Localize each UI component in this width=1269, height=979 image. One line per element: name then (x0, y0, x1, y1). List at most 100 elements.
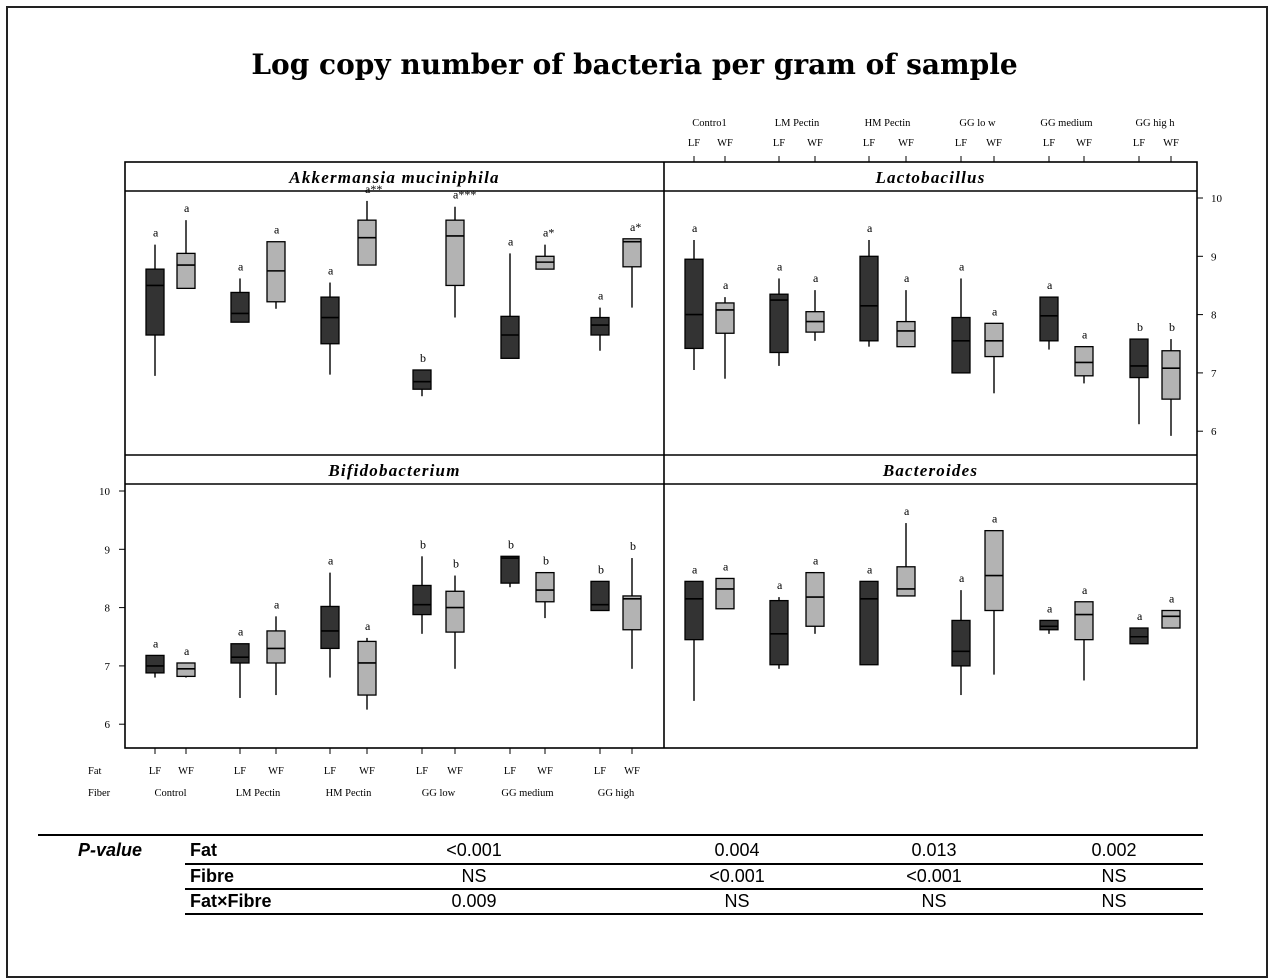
box-iqr (445, 590, 465, 633)
box-iqr (622, 238, 642, 268)
panel-title: Lactobacillus (874, 168, 985, 187)
figure-frame (6, 6, 1268, 978)
panel-title: Akkermansia muciniphila (288, 168, 499, 187)
significance-label: b (1137, 320, 1143, 334)
significance-label: a (992, 304, 998, 318)
boxplot-chart: Akkermansia muciniphila Lactobacillus Bifi… (88, 118, 1223, 799)
box-iqr (176, 662, 196, 678)
significance-label: a (598, 289, 604, 303)
box-iqr (984, 322, 1004, 358)
significance-label: a (508, 234, 514, 248)
box-iqr (176, 252, 196, 290)
box-iqr (1161, 609, 1181, 629)
box-iqr (590, 316, 610, 336)
fat-label-bottom: LF (234, 766, 246, 777)
box-iqr (590, 580, 610, 612)
group-label-top: GG lo w (959, 118, 996, 129)
box-iqr (535, 571, 555, 603)
significance-label: a (238, 625, 244, 639)
significance-label: a (184, 644, 190, 658)
box-iqr (500, 315, 520, 359)
significance-label: a (813, 554, 819, 568)
box-iqr (859, 255, 879, 342)
significance-label: b (630, 539, 636, 553)
significance-label: b (453, 557, 459, 571)
fat-label-top: LF (955, 138, 967, 149)
significance-label: a (723, 559, 729, 573)
box-iqr (684, 258, 704, 350)
group-label-top: HM Pectin (865, 118, 912, 129)
fat-label-bottom: WF (268, 766, 284, 777)
significance-label: a (904, 504, 910, 518)
significance-label: a (153, 636, 159, 650)
box-iqr (230, 643, 250, 664)
box-iqr (500, 555, 520, 584)
panel-title: Bacteroides (882, 461, 978, 480)
fat-label-top: LF (863, 138, 875, 149)
fat-label-bottom: LF (324, 766, 336, 777)
significance-label: b (420, 537, 426, 551)
fat-label-top: LF (688, 138, 700, 149)
fat-label-bottom: WF (447, 766, 463, 777)
box-iqr (769, 293, 789, 354)
significance-label: a (692, 221, 698, 235)
box-iqr (230, 291, 250, 323)
box-iqr (1074, 346, 1094, 377)
box-iqr (951, 316, 971, 374)
y-tick-label-right: 6 (1211, 426, 1217, 438)
box-iqr (859, 580, 879, 666)
significance-label: a (1082, 583, 1088, 597)
significance-label: a (867, 562, 873, 576)
significance-label: a (274, 597, 280, 611)
y-tick-label-right: 9 (1211, 251, 1217, 263)
group-label-top: GG hig h (1135, 118, 1175, 129)
box-iqr (357, 640, 377, 696)
panel-title: Bifidobacterium (327, 461, 460, 480)
significance-label: a (328, 264, 334, 278)
fat-label-bottom: WF (178, 766, 194, 777)
significance-label: a*** (453, 188, 476, 202)
box-iqr (715, 302, 735, 334)
group-label-bottom: Control (154, 788, 186, 799)
box-iqr (266, 630, 286, 664)
y-tick-label-right: 7 (1211, 368, 1217, 380)
significance-label: a (1047, 601, 1053, 615)
box-iqr (145, 654, 165, 674)
box-iqr (1129, 627, 1149, 645)
fat-label-top: WF (986, 138, 1002, 149)
box-iqr (357, 219, 377, 266)
box-iqr (412, 369, 432, 390)
group-label-bottom: LM Pectin (236, 788, 281, 799)
box-iqr (445, 219, 465, 287)
significance-label: a (723, 278, 729, 292)
box-iqr (1039, 619, 1059, 631)
significance-label: b (508, 537, 514, 551)
box-iqr (320, 296, 340, 345)
fat-label-top: WF (898, 138, 914, 149)
box-iqr (1074, 601, 1094, 641)
box-iqr (266, 241, 286, 303)
significance-label: a (692, 562, 698, 576)
box-iqr (769, 599, 789, 666)
box-iqr (1161, 350, 1181, 400)
fat-label-top: LF (773, 138, 785, 149)
significance-label: a (328, 554, 334, 568)
significance-label: a (904, 271, 910, 285)
y-tick-label-right: 8 (1211, 310, 1217, 322)
significance-label: a (274, 223, 280, 237)
fat-label-bottom: WF (359, 766, 375, 777)
box-iqr (951, 619, 971, 667)
group-label-top: GG medium (1040, 118, 1092, 129)
group-label-bottom: GG high (598, 788, 635, 799)
y-tick-label-left: 8 (105, 603, 111, 615)
group-label-top: LM Pectin (775, 118, 820, 129)
significance-label: a (1169, 592, 1175, 606)
group-label-bottom: GG low (422, 788, 456, 799)
fat-label-top: WF (717, 138, 733, 149)
chart-title: Log copy number of bacteria per gram of … (251, 48, 1018, 81)
box-iqr (320, 605, 340, 650)
fat-label-top: WF (807, 138, 823, 149)
significance-label: b (598, 562, 604, 576)
fat-label-top: LF (1133, 138, 1145, 149)
box-iqr (805, 571, 825, 627)
